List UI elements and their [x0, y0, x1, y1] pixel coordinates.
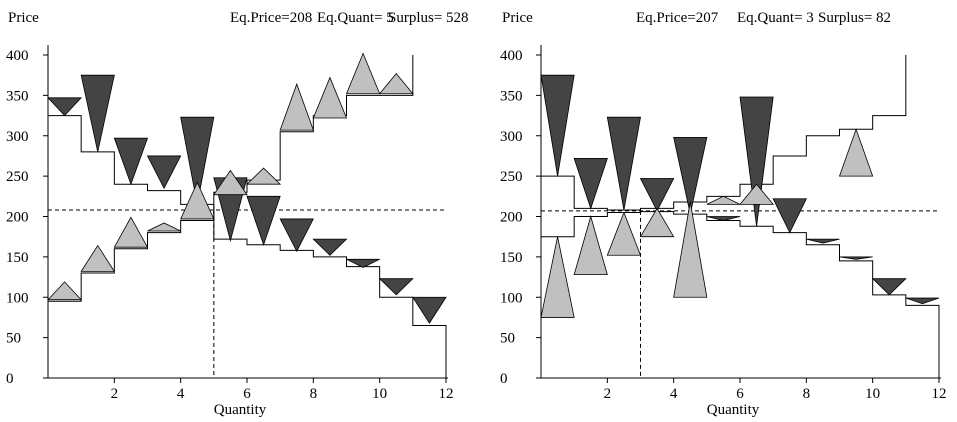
x-axis-label: Quantity [214, 402, 267, 418]
y-tick-label: 50 [500, 331, 515, 347]
eq-quant-label: Eq.Quant= 3 [737, 10, 814, 26]
buyer-bid-triangle [180, 116, 215, 205]
buyer-bid-triangle [806, 238, 840, 244]
surplus-label: Surplus= 528 [388, 10, 469, 26]
x-tick-label: 8 [803, 386, 811, 402]
y-tick-label: 100 [500, 290, 523, 306]
x-tick-label: 12 [439, 386, 454, 402]
supply-curve [541, 55, 907, 238]
seller-ask-triangle [706, 195, 741, 205]
buyer-bid-triangle [279, 218, 314, 253]
buyer-bid-triangle [772, 198, 807, 234]
buyer-bid-triangle [146, 155, 182, 190]
buyer-bid-triangle [540, 74, 575, 177]
buyer-bid-triangle [639, 178, 675, 212]
seller-ask-triangle [345, 52, 381, 95]
seller-ask-triangle [639, 207, 675, 238]
buyer-bid-triangle [706, 216, 741, 221]
y-tick-label: 400 [6, 48, 29, 64]
buyer-bid-triangle [871, 278, 907, 296]
seller-ask-triangle [279, 82, 314, 131]
seller-ask-triangle [213, 169, 248, 196]
y-tick-label: 0 [500, 371, 508, 387]
buyer-bid-triangle [573, 157, 608, 210]
y-axis-label: Price [502, 10, 533, 26]
y-axis-label: Price [8, 10, 39, 26]
x-tick-label: 4 [177, 386, 185, 402]
eq-price-label: Eq.Price=208 [230, 10, 312, 26]
seller-ask-triangle [180, 181, 215, 220]
x-tick-label: 6 [736, 386, 744, 402]
eq-quant-label: Eq.Quant= 5 [317, 10, 394, 26]
buyer-bid-triangle [905, 297, 940, 305]
buyer-bid-triangle [47, 97, 83, 117]
seller-ask-triangle [113, 216, 149, 248]
buyer-bid-triangle [246, 195, 281, 246]
buyer-bid-triangle [412, 296, 447, 324]
x-tick-label: 6 [243, 386, 251, 402]
x-tick-label: 10 [865, 386, 880, 402]
y-tick-label: 200 [500, 210, 523, 226]
y-tick-label: 250 [500, 169, 523, 185]
buyer-bid-triangle [312, 238, 348, 256]
y-tick-label: 250 [6, 169, 29, 185]
seller-ask-triangle [312, 76, 348, 119]
x-tick-label: 2 [604, 386, 612, 402]
seller-ask-triangle [606, 211, 642, 256]
y-tick-label: 50 [6, 331, 21, 347]
y-tick-label: 350 [6, 88, 29, 104]
demand-curve [48, 115, 447, 378]
seller-ask-triangle [739, 183, 775, 205]
buyer-bid-triangle [839, 256, 873, 260]
seller-ask-triangle [47, 281, 83, 301]
y-tick-label: 150 [500, 250, 523, 266]
x-tick-label: 10 [372, 386, 387, 402]
seller-ask-triangle [838, 128, 874, 177]
buyer-bid-triangle [80, 74, 115, 152]
buyer-bid-triangle [606, 116, 641, 211]
seller-ask-triangle [246, 167, 282, 185]
buyer-bid-triangle [673, 136, 708, 215]
x-tick-label: 12 [932, 386, 947, 402]
seller-ask-triangle [573, 215, 608, 276]
buyer-bid-triangle [378, 278, 414, 296]
chart-panel-2: Price Eq.Price=207 Eq.Quant= 3 Surplus= 82 Q… [500, 10, 947, 418]
x-tick-label: 4 [670, 386, 678, 402]
seller-ask-triangle [540, 236, 575, 318]
buyer-bid-triangle [739, 96, 774, 227]
buyer-bid-triangle [113, 137, 149, 186]
seller-ask-triangle [378, 72, 414, 95]
seller-ask-triangle [673, 201, 708, 298]
surplus-label: Surplus= 82 [818, 10, 891, 26]
y-tick-label: 400 [500, 48, 523, 64]
x-tick-label: 8 [310, 386, 318, 402]
eq-price-label: Eq.Price=207 [636, 10, 719, 26]
y-tick-label: 0 [6, 371, 14, 387]
seller-ask-triangle [147, 222, 181, 232]
y-tick-label: 300 [6, 129, 29, 145]
y-tick-label: 350 [500, 88, 523, 104]
y-tick-label: 200 [6, 210, 29, 226]
y-tick-label: 150 [6, 250, 29, 266]
x-axis-label: Quantity [707, 402, 760, 418]
y-tick-label: 100 [6, 290, 29, 306]
x-tick-label: 2 [111, 386, 119, 402]
demand-curve [541, 175, 940, 378]
y-tick-label: 300 [500, 129, 523, 145]
buyer-bid-triangle [346, 258, 380, 268]
seller-ask-triangle [80, 244, 116, 272]
